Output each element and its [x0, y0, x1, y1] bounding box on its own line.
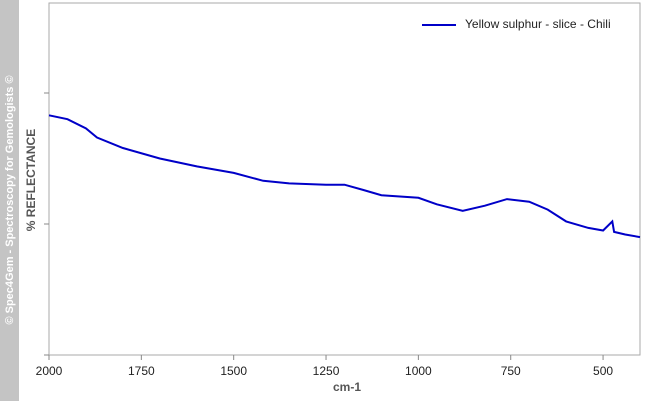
- side-strip: [0, 0, 19, 401]
- plot-frame: [48, 2, 641, 356]
- x-tick-label: 1500: [220, 364, 247, 378]
- legend-label: Yellow sulphur - slice - Chili: [465, 17, 611, 31]
- x-tick-label: 1750: [128, 364, 155, 378]
- x-tick-label: 1250: [313, 364, 340, 378]
- x-tick-label: 2000: [36, 364, 63, 378]
- x-axis-label: cm-1: [333, 380, 361, 394]
- x-tick-label: 500: [593, 364, 613, 378]
- watermark: © Spec4Gem - Spectroscopy for Gemologist…: [4, 75, 16, 324]
- series-line: [48, 114, 641, 239]
- y-axis-label: % REFLECTANCE: [24, 129, 38, 231]
- x-tick-label: 750: [501, 364, 521, 378]
- x-tick-label: 1000: [405, 364, 432, 378]
